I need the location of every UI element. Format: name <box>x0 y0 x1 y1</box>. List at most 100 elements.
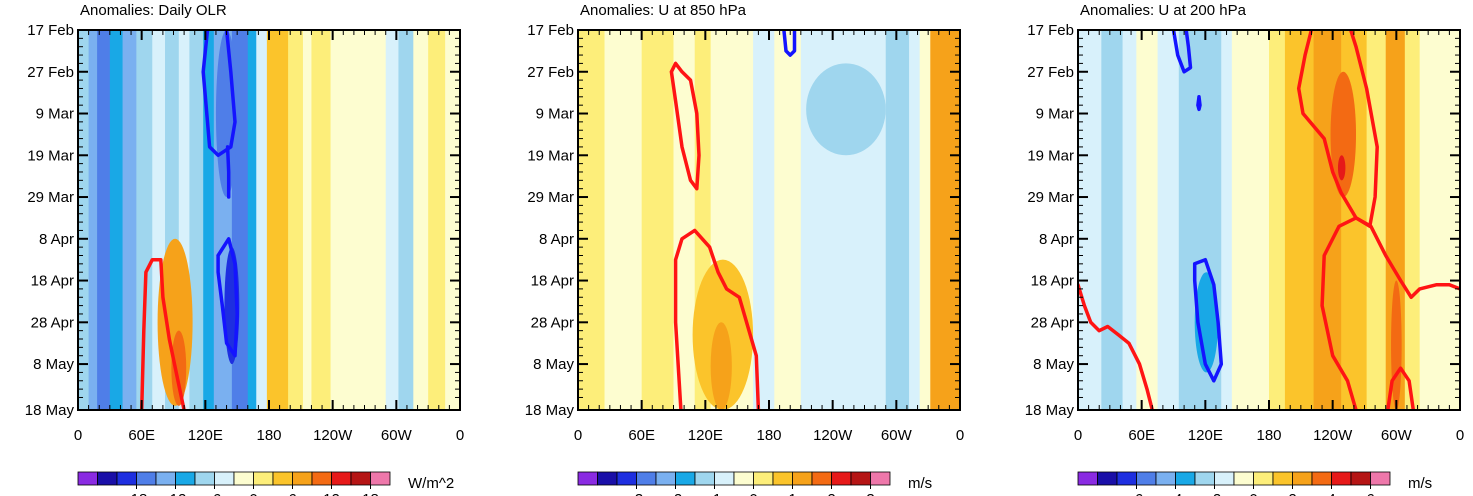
y-tick-label: 18 May <box>525 402 575 419</box>
y-tick-label: 9 Mar <box>36 106 74 123</box>
y-tick-label: 19 Mar <box>527 147 574 164</box>
colorbar: -3 -2 -1 0 1 2 3 m/s <box>577 471 932 496</box>
x-tick-label: 60E <box>128 427 155 444</box>
colorbar-swatch <box>272 471 293 486</box>
contour-line <box>782 30 797 57</box>
colorbar-label: -6 <box>1130 491 1143 496</box>
field-column <box>1078 30 1102 410</box>
colorbar-unit: W/m^2 <box>408 475 454 492</box>
colorbar-swatch <box>331 471 352 486</box>
y-tick-label: 28 Apr <box>31 314 74 331</box>
colorbar-swatch <box>1155 471 1176 486</box>
colorbar-label: 0 <box>249 491 257 496</box>
y-tick-label: 8 Apr <box>1039 231 1074 248</box>
field-column <box>189 30 204 410</box>
colorbar-swatch <box>370 471 391 486</box>
y-tick-label: 29 Mar <box>527 189 574 206</box>
colorbar-swatch <box>792 471 813 486</box>
field-patch <box>710 322 732 410</box>
contour-line <box>673 228 761 410</box>
x-tick-label: 60E <box>1128 427 1155 444</box>
colorbar-swatch <box>1077 471 1098 486</box>
field-column <box>1404 30 1421 410</box>
panel-title: Anomalies: U at 200 hPa <box>1080 2 1247 19</box>
field-column <box>774 30 802 410</box>
colorbar-swatch <box>1253 471 1274 486</box>
colorbar-label: 3 <box>866 491 874 496</box>
colorbar-swatch <box>1116 471 1137 486</box>
colorbar-label: -6 <box>208 491 221 496</box>
field-column <box>909 30 921 410</box>
colorbar-swatch <box>1272 471 1293 486</box>
y-tick-label: 29 Mar <box>27 189 74 206</box>
colorbar-label: -3 <box>630 491 643 496</box>
x-tick-label: 60E <box>628 427 655 444</box>
colorbar-swatch <box>136 471 157 486</box>
contour-line <box>1320 216 1460 410</box>
y-tick-label: 18 Apr <box>31 273 74 290</box>
colorbar-label: 0 <box>749 491 757 496</box>
y-tick-label: 17 Feb <box>27 22 74 39</box>
y-tick-label: 19 Mar <box>1027 147 1074 164</box>
colorbar-label: 0 <box>1249 491 1257 496</box>
x-tick-label: 120E <box>688 427 723 444</box>
colorbar-label: 12 <box>323 491 340 496</box>
colorbar-swatch <box>1350 471 1371 486</box>
field-column <box>1249 30 1270 410</box>
y-tick-label: 17 Feb <box>527 22 574 39</box>
x-tick-label: 60W <box>881 427 913 444</box>
y-tick-label: 18 Apr <box>1031 273 1074 290</box>
y-tick-label: 9 Mar <box>1036 106 1074 123</box>
colorbar-swatch <box>253 471 274 486</box>
field-column <box>1122 30 1137 410</box>
y-tick-label: 8 Apr <box>39 231 74 248</box>
colorbar-swatch <box>350 471 371 486</box>
colorbar-label: -18 <box>126 491 148 496</box>
y-tick-label: 27 Feb <box>527 64 574 81</box>
colorbar-swatch <box>292 471 313 486</box>
colorbar-unit: m/s <box>908 475 932 492</box>
field-column <box>109 30 124 410</box>
colorbar-label: 18 <box>362 491 379 496</box>
colorbar-label: -2 <box>669 491 682 496</box>
field-column <box>919 30 931 410</box>
x-tick-label: 0 <box>456 427 464 444</box>
colorbar-swatch <box>155 471 176 486</box>
colorbar-label: 1 <box>788 491 796 496</box>
colorbar-swatch <box>675 471 696 486</box>
field-column <box>288 30 304 410</box>
y-tick-label: 29 Mar <box>1027 189 1074 206</box>
colorbar-swatch <box>233 471 254 486</box>
y-tick-label: 9 Mar <box>536 106 574 123</box>
field-1 <box>78 30 460 410</box>
panel-3: 0 60E 120E 180 120W 60W 0 17 Feb 27 Feb 9 Mar 19 M… <box>1025 2 1464 496</box>
y-tick-label: 28 Apr <box>1031 314 1074 331</box>
colorbar-swatch <box>616 471 637 486</box>
colorbar-swatch <box>1175 471 1196 486</box>
field-patch <box>1391 280 1402 410</box>
field-column <box>266 30 289 410</box>
colorbar-label: -1 <box>708 491 721 496</box>
colorbar-label: 6 <box>288 491 296 496</box>
field-column <box>398 30 414 410</box>
y-tick-label: 8 May <box>1033 356 1074 373</box>
contour-line <box>1196 95 1202 112</box>
colorbar-swatch <box>175 471 196 486</box>
colorbar: -6 -4 -2 0 2 4 6 m/s <box>1077 471 1432 496</box>
x-tick-label: 0 <box>74 427 82 444</box>
x-tick-label: 120W <box>1313 427 1353 444</box>
y-tick-label: 28 Apr <box>531 314 574 331</box>
contour-line <box>201 30 237 158</box>
x-tick-label: 0 <box>1074 427 1082 444</box>
field-column <box>1157 30 1180 410</box>
contour-line <box>1192 257 1224 383</box>
contour-line <box>1296 30 1379 229</box>
x-tick-label: 180 <box>756 427 781 444</box>
field-column <box>247 30 257 410</box>
field-column <box>445 30 460 410</box>
contour-line <box>1386 366 1416 410</box>
y-tick-label: 8 May <box>533 356 574 373</box>
field-column <box>1136 30 1159 410</box>
colorbar-swatch <box>714 471 735 486</box>
